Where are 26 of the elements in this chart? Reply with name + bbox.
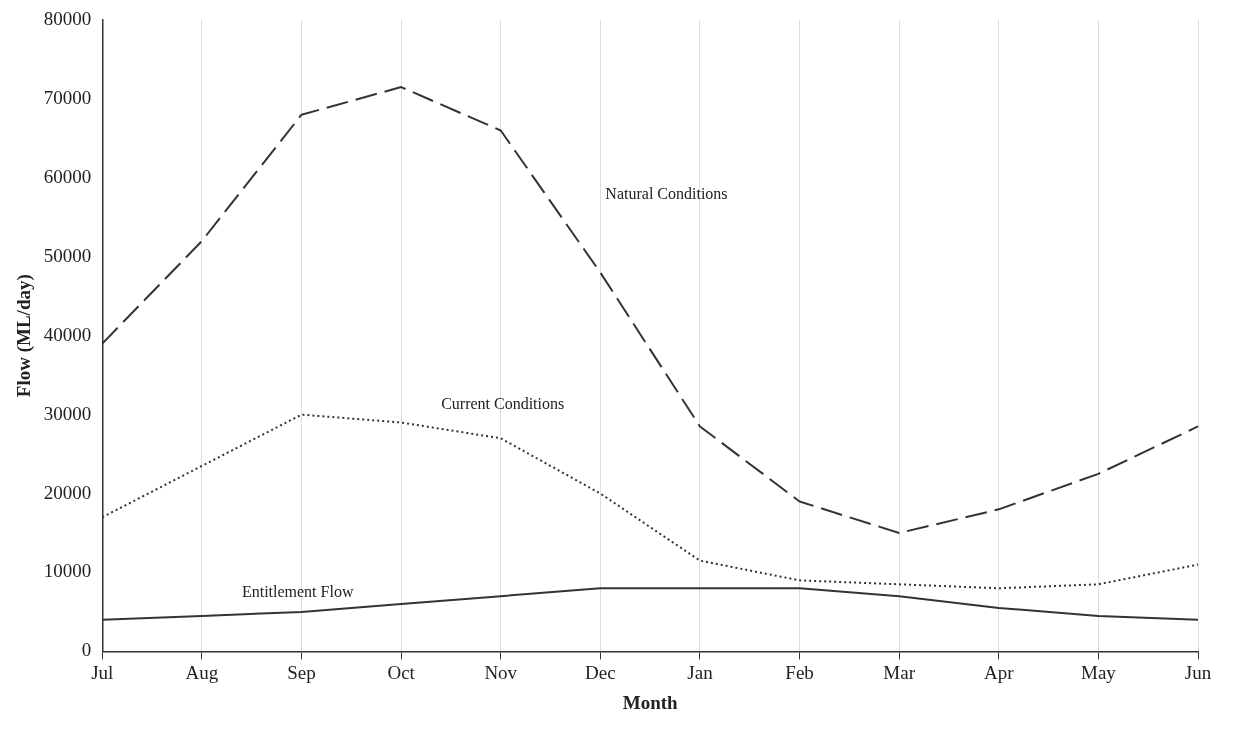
x-tick-label: Oct [387,661,416,683]
x-tick-label: May [1080,661,1117,683]
x-tick-label: Mar [883,661,916,683]
x-tick-label: Jun [1184,661,1212,683]
y-tick-label: 0 [81,639,92,661]
series-label: Entitlement Flow [241,583,354,601]
y-tick-label: 30000 [43,402,92,424]
y-tick-label: 50000 [43,244,92,266]
x-tick-label: Apr [984,661,1015,683]
y-tick-label: 20000 [43,481,92,503]
y-axis-title: Flow (ML/day) [13,274,36,398]
text: Natural Conditions [605,184,728,202]
x-tick-label: Aug [185,661,219,683]
x-tick-label: Dec [585,661,616,683]
x-tick-label: Sep [287,661,316,683]
y-tick-label: 10000 [43,560,92,582]
x-axis-title: Month [622,691,679,713]
y-tick-label: 60000 [43,165,92,187]
x-tick-label: Nov [484,661,518,683]
y-tick-label: 40000 [43,323,92,345]
x-tick-label: Feb [785,661,814,683]
y-tick-label: 80000 [43,7,92,29]
y-tick-label: 70000 [43,86,92,108]
x-tick-label: Jan [687,661,714,683]
series-label: Current Conditions [441,394,565,412]
x-tick-label: Jul [91,661,114,683]
